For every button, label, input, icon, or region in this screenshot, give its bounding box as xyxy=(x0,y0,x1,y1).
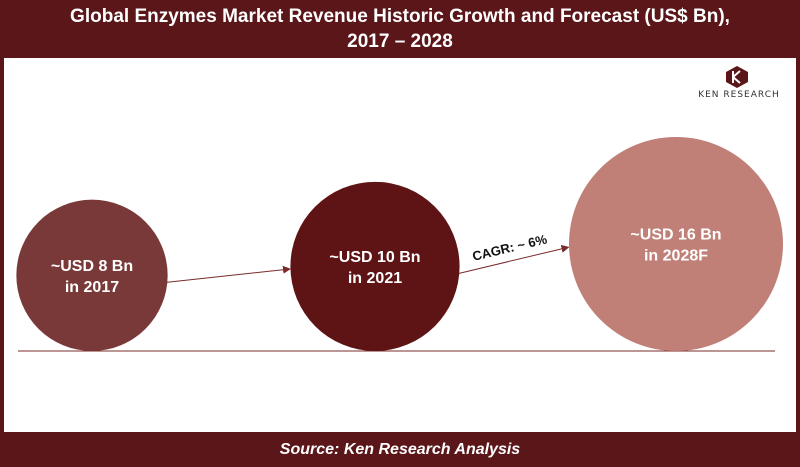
bubble-2017 xyxy=(16,199,168,351)
bubble-label-2021-line-2: in 2021 xyxy=(348,270,402,287)
bubble-label-2028f-line-1: ~USD 16 Bn xyxy=(630,227,721,244)
arrow-2017-to-2021 xyxy=(161,265,291,284)
cagr-annotation: CAGR: ~ 6% xyxy=(471,231,549,263)
source-note: Source: Ken Research Analysis xyxy=(279,440,521,458)
bubble-label-2028f-line-2: in 2028F xyxy=(644,248,708,265)
ken-research-logo: KEN RESEARCH xyxy=(684,66,794,104)
chart-title-line-2: 2017 – 2028 xyxy=(347,31,453,52)
arrow-2021-to-2028 xyxy=(452,244,570,276)
ken-research-logo-icon xyxy=(726,66,748,88)
ken-research-wordmark: KEN RESEARCH xyxy=(698,90,780,100)
bubble-2021 xyxy=(290,181,460,351)
chart-title: Global Enzymes Market Revenue Historic G… xyxy=(10,4,790,54)
footer-banner: Source: Ken Research Analysis xyxy=(0,432,800,467)
header-banner: Global Enzymes Market Revenue Historic G… xyxy=(0,0,800,58)
bubble-label-2017-line-2: in 2017 xyxy=(65,279,119,296)
bubble-2028f xyxy=(569,137,783,351)
chart-title-line-1: Global Enzymes Market Revenue Historic G… xyxy=(70,6,730,27)
bubble-label-2017-line-1: ~USD 8 Bn xyxy=(51,258,133,275)
bubble-label-2021-line-1: ~USD 10 Bn xyxy=(329,249,420,266)
